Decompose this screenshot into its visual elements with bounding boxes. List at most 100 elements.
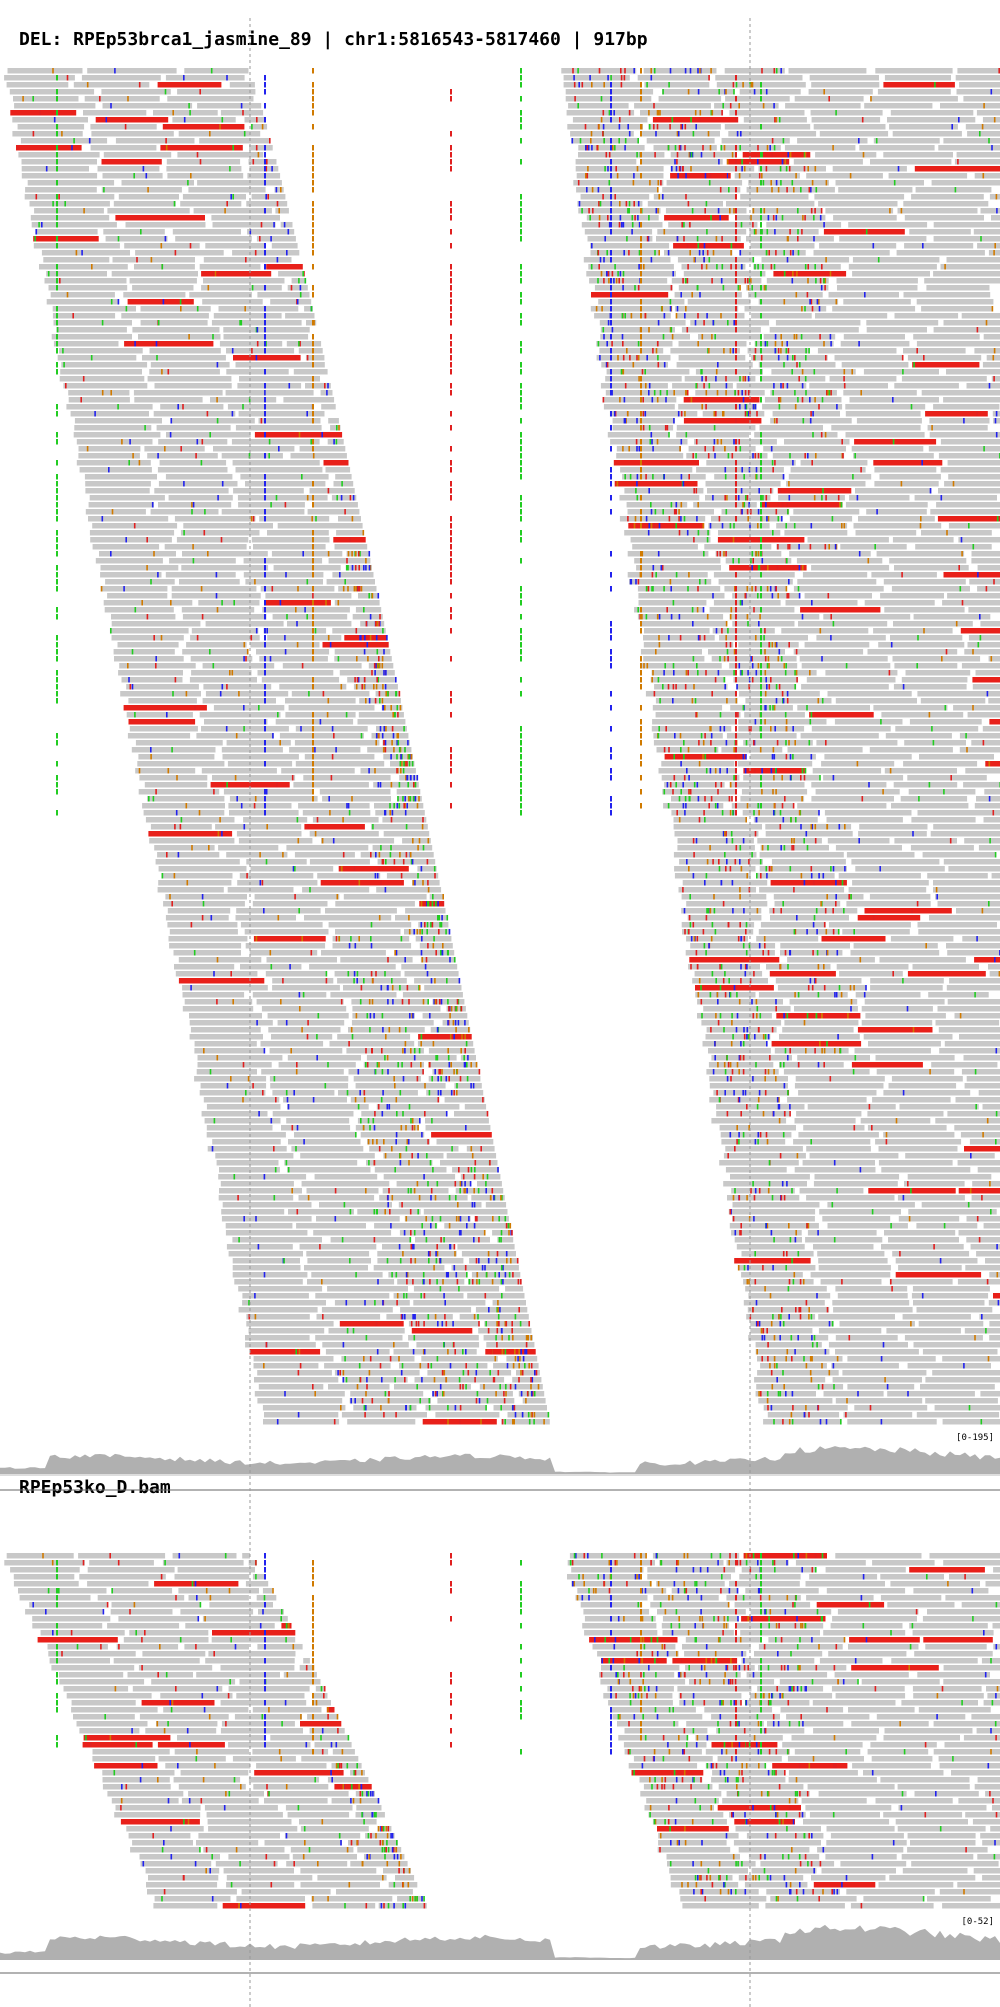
aligned-read <box>111 621 201 627</box>
mismatch-tick <box>782 138 785 144</box>
mismatch-tick <box>756 873 758 879</box>
mismatch-tick <box>642 397 644 403</box>
mismatch-tick <box>600 117 603 123</box>
snp-column <box>610 551 612 557</box>
aligned-read <box>959 82 1000 88</box>
mismatch-tick <box>417 1209 419 1215</box>
mismatch-tick <box>338 425 340 431</box>
aligned-read <box>865 1013 946 1019</box>
mismatch-tick <box>133 173 135 179</box>
aligned-read <box>381 705 403 711</box>
mismatch-tick <box>823 922 826 928</box>
mismatch-tick <box>986 1118 989 1124</box>
mismatch-tick <box>991 145 993 151</box>
aligned-read <box>197 1055 283 1061</box>
mismatch-tick <box>187 180 189 186</box>
mismatch-tick <box>797 208 799 214</box>
mismatch-tick <box>373 663 376 669</box>
snp-column <box>735 404 737 410</box>
mismatch-tick <box>825 257 827 263</box>
aligned-read <box>228 803 292 809</box>
snp-column <box>520 201 522 207</box>
mismatch-tick <box>724 474 727 480</box>
snp-column <box>640 271 642 277</box>
snp-column <box>735 418 737 424</box>
mismatch-tick <box>224 208 226 214</box>
aligned-read <box>73 432 161 438</box>
mismatch-tick <box>672 271 674 277</box>
mismatch-tick <box>240 320 243 326</box>
mismatch-tick <box>822 873 825 879</box>
aligned-read <box>366 1055 457 1061</box>
snp-column <box>264 614 266 620</box>
mismatch-tick <box>680 124 682 130</box>
mismatch-tick <box>902 978 904 984</box>
mismatch-tick <box>816 950 819 956</box>
mismatch-tick <box>597 250 600 256</box>
mismatch-tick <box>61 131 63 137</box>
mismatch-tick <box>794 740 796 746</box>
mismatch-tick <box>384 740 387 746</box>
mismatch-tick <box>408 999 410 1005</box>
aligned-read <box>218 306 299 312</box>
aligned-read <box>665 208 747 214</box>
mismatch-tick <box>676 159 678 165</box>
aligned-read <box>638 593 725 599</box>
mismatch-tick <box>377 663 380 669</box>
aligned-read <box>746 285 829 291</box>
mismatch-tick <box>752 453 754 459</box>
aligned-read <box>781 628 869 634</box>
aligned-read <box>624 530 711 536</box>
mismatch-tick <box>636 418 638 424</box>
mismatch-tick <box>759 1013 762 1019</box>
mismatch-tick <box>752 1013 755 1019</box>
aligned-read <box>890 635 963 641</box>
mismatch-tick <box>297 838 300 844</box>
mismatch-tick <box>676 810 678 816</box>
aligned-read <box>787 1097 867 1103</box>
mismatch-tick <box>797 992 800 998</box>
mismatch-tick <box>793 929 796 935</box>
mismatch-tick <box>355 1132 357 1138</box>
aligned-read <box>129 726 198 732</box>
aligned-read <box>731 1188 795 1194</box>
snp-column <box>264 607 266 613</box>
mismatch-tick <box>216 1055 219 1061</box>
mismatch-tick <box>286 1097 289 1103</box>
snp-column <box>760 663 762 669</box>
mismatch-tick <box>731 152 734 158</box>
snp-column <box>312 551 314 557</box>
snp-column <box>610 390 612 396</box>
mismatch-tick <box>775 68 778 74</box>
aligned-read <box>189 1020 273 1026</box>
aligned-read <box>758 992 848 998</box>
aligned-read <box>155 859 240 865</box>
mismatch-tick <box>695 838 698 844</box>
aligned-read <box>977 565 1000 571</box>
mismatch-tick <box>234 775 237 781</box>
mismatch-tick <box>961 600 964 606</box>
aligned-read <box>879 957 966 963</box>
mismatch-tick <box>645 614 648 620</box>
snp-column <box>640 558 642 564</box>
mismatch-tick <box>787 348 790 354</box>
mismatch-tick <box>188 103 190 109</box>
mismatch-tick <box>180 306 182 312</box>
mismatch-tick <box>736 992 738 998</box>
aligned-read <box>716 1111 791 1117</box>
mismatch-tick <box>785 726 788 732</box>
mismatch-tick <box>738 173 741 179</box>
deletion-read <box>985 761 1000 767</box>
deletion-read <box>157 82 222 88</box>
mismatch-tick <box>288 383 291 389</box>
aligned-read <box>825 670 898 676</box>
mismatch-tick <box>413 1048 416 1054</box>
snp-column <box>610 117 612 123</box>
mismatch-tick <box>263 1048 266 1054</box>
snp-column <box>760 124 762 130</box>
mismatch-tick <box>684 684 687 690</box>
mismatch-tick <box>993 579 995 585</box>
mismatch-tick <box>301 474 303 480</box>
mismatch-tick <box>713 439 716 445</box>
snp-column <box>56 740 58 746</box>
